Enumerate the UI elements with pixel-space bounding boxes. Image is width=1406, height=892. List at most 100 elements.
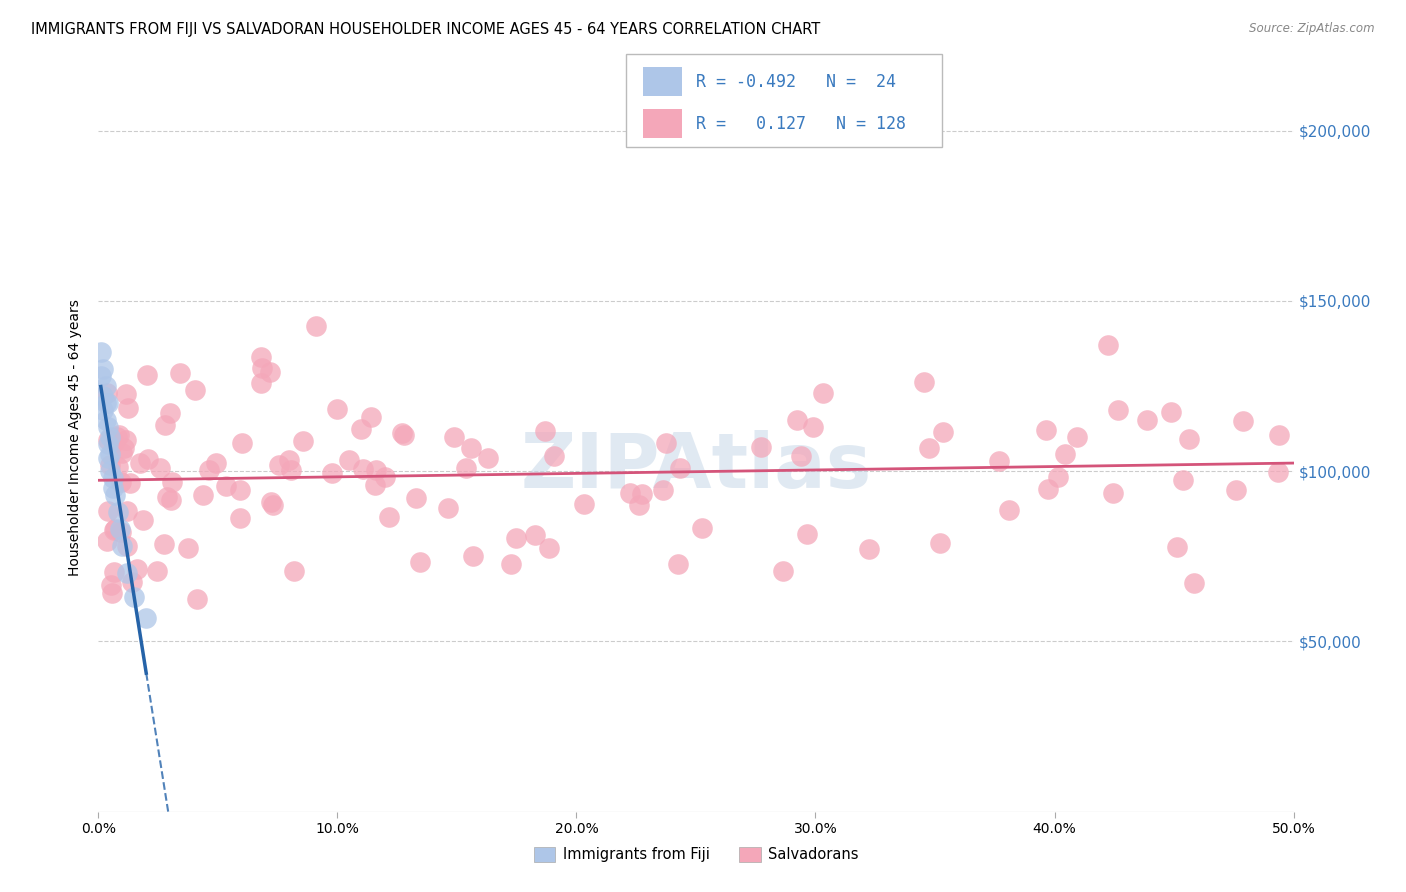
Point — [100, 577, 122, 591]
Point — [655, 435, 678, 450]
Point — [1225, 483, 1247, 498]
Point — [337, 452, 360, 467]
Point — [111, 539, 134, 553]
Point — [1102, 486, 1125, 500]
Point — [101, 481, 124, 495]
Point — [117, 401, 139, 416]
Point — [305, 318, 328, 333]
Point — [260, 495, 283, 509]
Point — [115, 504, 138, 518]
Point — [98, 464, 122, 478]
Point — [461, 549, 484, 563]
Point — [1268, 427, 1291, 442]
Point — [169, 366, 191, 380]
Point — [108, 522, 131, 536]
Point — [155, 490, 177, 504]
Point — [572, 497, 595, 511]
Text: R = -0.492   N =  24: R = -0.492 N = 24 — [696, 72, 896, 91]
Point — [191, 488, 214, 502]
Text: Source: ZipAtlas.com: Source: ZipAtlas.com — [1250, 22, 1375, 36]
Point — [186, 591, 208, 606]
Point — [105, 430, 128, 444]
Point — [136, 368, 159, 382]
Point — [1173, 473, 1195, 487]
Point — [1046, 470, 1069, 484]
Point — [112, 442, 135, 456]
Point — [107, 459, 129, 474]
Point — [690, 520, 713, 534]
Point — [1035, 423, 1057, 437]
Point — [159, 406, 181, 420]
Point — [132, 513, 155, 527]
Point — [124, 590, 146, 604]
Point — [149, 460, 172, 475]
Point — [115, 540, 138, 554]
Point — [259, 365, 281, 379]
Point — [291, 434, 314, 449]
Point — [97, 450, 120, 465]
Point — [160, 475, 183, 489]
Point — [98, 458, 121, 472]
Point — [269, 458, 291, 472]
Point — [374, 470, 396, 484]
Point — [107, 505, 129, 519]
Point — [801, 420, 824, 434]
Point — [283, 564, 305, 578]
Point — [392, 428, 415, 442]
Point — [198, 463, 221, 477]
Point — [229, 511, 252, 525]
Point — [352, 462, 374, 476]
Point — [932, 425, 955, 440]
Point — [505, 531, 527, 545]
Point — [128, 456, 150, 470]
Point — [98, 447, 122, 461]
Point — [103, 523, 125, 537]
Point — [366, 463, 388, 477]
Point — [796, 527, 818, 541]
Point — [215, 479, 238, 493]
Point — [912, 375, 935, 389]
Point — [231, 436, 253, 450]
Point — [360, 410, 382, 425]
Point — [91, 389, 114, 403]
Point — [454, 461, 477, 475]
Point — [205, 456, 228, 470]
Point — [790, 449, 813, 463]
Point — [110, 524, 132, 539]
Point — [103, 566, 125, 580]
Point — [96, 534, 118, 549]
Point — [321, 466, 343, 480]
Point — [249, 350, 271, 364]
Text: ZIPAtlas: ZIPAtlas — [520, 430, 872, 504]
Point — [153, 537, 176, 551]
Point — [115, 566, 138, 581]
Point — [115, 386, 138, 401]
Point — [1178, 432, 1201, 446]
Point — [160, 493, 183, 508]
Point — [1066, 430, 1088, 444]
Point — [104, 488, 127, 502]
Point — [97, 396, 120, 410]
Point — [101, 471, 124, 485]
Point — [811, 386, 834, 401]
Point — [153, 417, 176, 432]
Point — [135, 610, 157, 624]
Point — [90, 345, 112, 359]
Point — [96, 434, 118, 448]
Point — [534, 424, 557, 438]
Point — [96, 386, 118, 401]
Point — [630, 487, 652, 501]
Point — [1160, 405, 1182, 419]
Point — [537, 541, 560, 555]
Point — [443, 430, 465, 444]
Point — [378, 510, 401, 524]
Point — [749, 441, 772, 455]
Point — [277, 453, 299, 467]
Point — [1182, 575, 1205, 590]
Point — [91, 402, 114, 417]
Point — [929, 535, 952, 549]
Point — [1267, 465, 1289, 479]
Point — [97, 420, 120, 434]
Point — [543, 449, 565, 463]
Point — [651, 483, 673, 497]
